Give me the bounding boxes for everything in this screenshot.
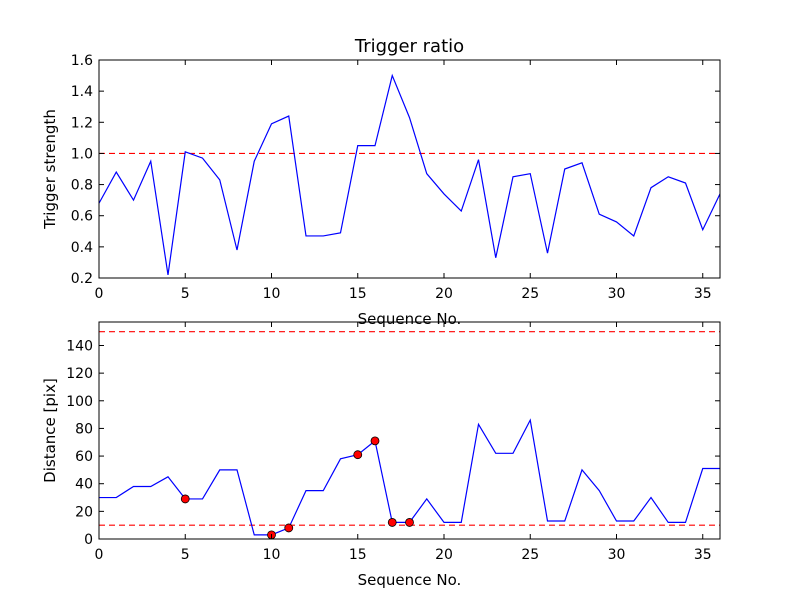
x-tick-label: 35 [694,286,712,302]
x-tick-label: 15 [349,547,367,563]
series-line [98,73,721,275]
plot-frame [98,321,721,540]
data-point-marker [284,523,294,533]
x-tick-label: 20 [435,547,453,563]
y-tick-label: 20 [75,504,93,520]
x-tick-label: 20 [435,286,453,302]
series-line [99,418,720,536]
x-tick-label: 15 [349,286,367,302]
y-axis-label: Trigger strength [41,109,59,230]
y-tick-label: 0.8 [71,178,93,194]
y-tick-label: 0 [84,532,93,548]
x-tick-label: 25 [521,286,539,302]
x-tick-label: 30 [608,547,626,563]
y-tick-label: 0.6 [71,209,93,225]
x-tick-label: 5 [181,286,190,302]
x-tick-label: 25 [521,547,539,563]
plot-frame [98,59,721,279]
x-axis-label: Sequence No. [358,571,462,589]
y-tick-label: 1.2 [71,115,93,131]
data-point-marker [387,518,397,527]
chart-panel-2: 0 5 10 15 20 25 30 35 0 20 40 60 80 100 120 140 Sequence… [41,321,721,589]
x-tick-label: 0 [95,286,104,302]
y-tick-label: 120 [66,366,93,382]
y-tick-label: 1.6 [71,53,93,69]
x-axis-label: Sequence No. [358,310,462,328]
y-axis-label: Distance [pix] [41,378,59,483]
x-tick-label: 10 [263,547,281,563]
y-tick-label: 140 [66,338,93,354]
data-point-marker [180,494,190,504]
y-tick-label: 0.4 [71,240,93,256]
x-tick-label: 35 [694,547,712,563]
y-tick-label: 60 [75,449,93,465]
y-tick-label: 80 [75,421,93,437]
x-tick-label: 0 [95,547,104,563]
data-point-marker [370,436,380,446]
y-tick-label: 40 [75,477,93,493]
data-point-marker [353,450,363,460]
y-tick-label: 100 [66,394,93,410]
y-tick-label: 1.0 [71,146,93,162]
x-tick-label: 30 [608,286,626,302]
y-tick-label: 0.2 [71,271,93,287]
x-tick-label: 10 [263,286,281,302]
y-tick-label: 1.4 [71,84,93,100]
data-point-marker [405,518,414,527]
chart-title: Trigger ratio [354,36,464,57]
chart-panel-1: 0 5 10 15 20 25 30 35 0.2 0.4 0.6 0.8 1.0 1.2 1.4 1.6 Se… [41,36,721,328]
x-tick-label: 5 [181,547,190,563]
